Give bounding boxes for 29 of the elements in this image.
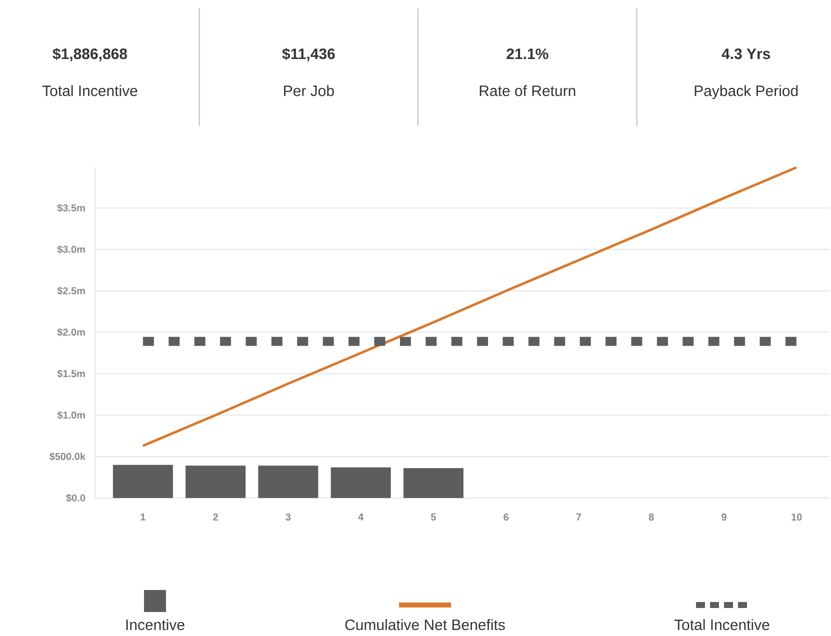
text: Rate of Return (480, 85, 576, 96)
text: $11,436 (282, 48, 335, 62)
x-tick-label: 7 (576, 514, 582, 520)
y-tick-label: $1.5m (57, 370, 85, 378)
y-tick-label: $3.0m (57, 245, 85, 254)
text: $1,886,868 (52, 48, 128, 62)
y-tick-label: $1.0m (57, 411, 85, 420)
y-tick-label: $2.5m (57, 286, 85, 295)
x-tick-label: 4 (358, 514, 364, 520)
x-tick-label: 3 (286, 514, 291, 521)
legend-label: Cumulative Net Benefits (345, 619, 505, 630)
x-tick-label: 1 (140, 514, 146, 520)
y-tick-label: $3.5m (57, 204, 85, 212)
text: Total Incentive (42, 85, 138, 96)
x-tick-label: 10 (792, 514, 802, 521)
x-tick-label: 6 (504, 514, 509, 521)
text: 21.1% (506, 48, 548, 60)
text: 4.3 Yrs (722, 48, 770, 60)
text: Per Job (284, 85, 334, 96)
y-tick-label: $2.0m (57, 328, 85, 336)
x-tick-label: 5 (430, 514, 436, 520)
x-tick-label: 8 (648, 514, 654, 521)
legend-label: Incentive (126, 619, 184, 630)
x-tick-label: 2 (213, 514, 218, 521)
legend-label: Total Incentive (674, 619, 770, 630)
x-tick-label: 9 (722, 514, 726, 521)
y-tick-label: $500.0k (49, 452, 86, 461)
y-tick-label: $0.0 (66, 494, 86, 502)
text: Payback Period (694, 85, 798, 100)
